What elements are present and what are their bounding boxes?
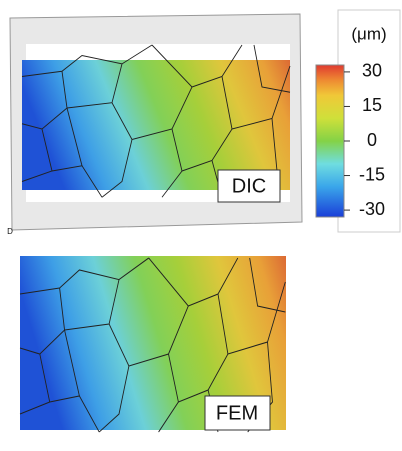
colorbar-unit: (μm) [351, 24, 386, 43]
dic-label: DIC [232, 175, 266, 197]
colorbar-box [337, 9, 401, 233]
colorbar-tick-label: -15 [359, 164, 385, 184]
colorbar-tick-label: -30 [359, 199, 385, 219]
dic-label-box [217, 169, 281, 203]
corner-mark: D [7, 227, 13, 236]
colorbar-tick-label: 0 [367, 130, 377, 150]
fem-label-box [204, 395, 271, 431]
colorbar-tick-label: 30 [362, 61, 382, 81]
fem-label: FEM [216, 402, 258, 424]
colorbar-tick-label: 15 [362, 95, 382, 115]
colorbar [315, 64, 345, 218]
